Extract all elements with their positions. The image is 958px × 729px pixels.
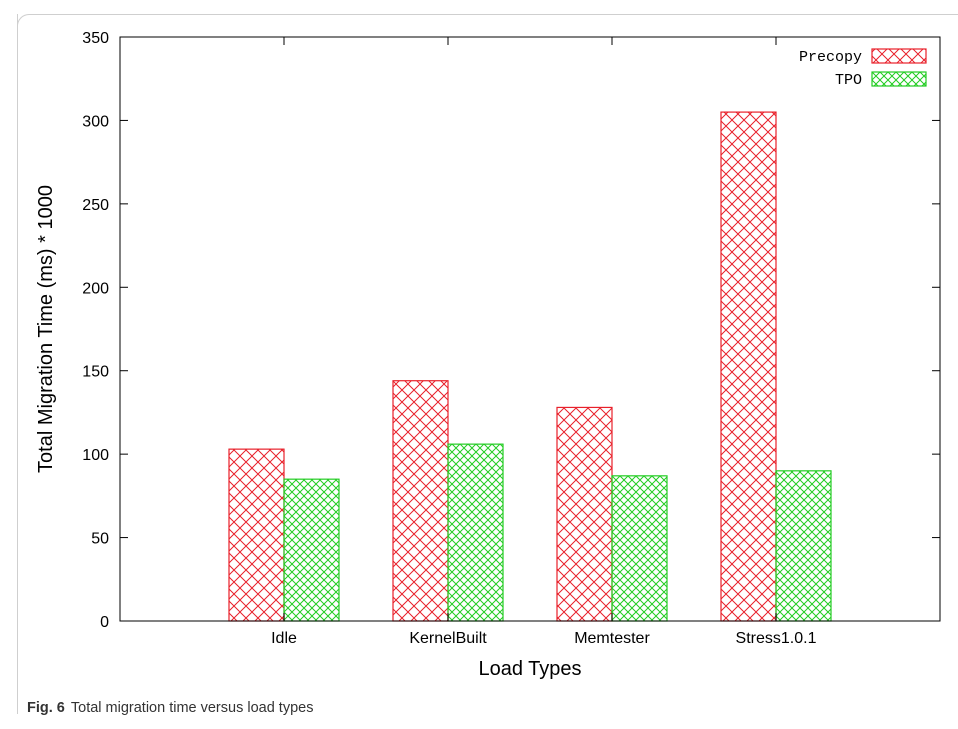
bar-precopy-memtester bbox=[556, 406, 613, 622]
figure-frame-left bbox=[17, 14, 18, 714]
bar-precopy-idle bbox=[228, 448, 285, 622]
legend-label: TPO bbox=[835, 72, 862, 89]
y-tick-label: 300 bbox=[82, 113, 109, 130]
x-tick-label: Stress1.0.1 bbox=[736, 630, 817, 647]
x-tick-label: Memtester bbox=[574, 630, 650, 647]
bar-precopy-kernelbuilt bbox=[392, 380, 449, 622]
figure-caption-text: Total migration time versus load types bbox=[70, 700, 314, 716]
bar-tpo-memtester bbox=[611, 475, 668, 622]
x-axis-label: Load Types bbox=[478, 658, 581, 680]
plot-area-frame bbox=[119, 36, 941, 622]
y-axis-ticks: 0 50 100 150 200 250 300 350 bbox=[82, 30, 940, 631]
x-tick-label: KernelBuilt bbox=[409, 630, 487, 647]
legend-label: Precopy bbox=[799, 49, 862, 66]
y-tick-label: 50 bbox=[91, 531, 109, 548]
y-axis-label: Total Migration Time (ms) * 1000 bbox=[35, 185, 57, 473]
bar-tpo-kernelbuilt bbox=[447, 443, 504, 622]
figure-frame-top bbox=[30, 14, 958, 15]
legend: Precopy TPO bbox=[799, 48, 927, 89]
x-axis-ticks: Idle KernelBuilt Memtester Stress1.0.1 bbox=[271, 37, 817, 647]
y-tick-label: 250 bbox=[82, 197, 109, 214]
y-tick-label: 0 bbox=[100, 614, 109, 631]
y-tick-label: 150 bbox=[82, 364, 109, 381]
legend-swatch-tpo bbox=[871, 71, 927, 87]
y-tick-label: 100 bbox=[82, 447, 109, 464]
figure-frame-corner bbox=[17, 14, 32, 29]
bar-tpo-stress1.0.1 bbox=[775, 470, 832, 622]
x-tick-label: Idle bbox=[271, 630, 297, 647]
bar-precopy-stress1.0.1 bbox=[720, 111, 777, 622]
y-tick-label: 350 bbox=[82, 30, 109, 47]
figure-number: Fig. 6 bbox=[27, 700, 65, 716]
bars-group bbox=[228, 111, 832, 622]
bar-tpo-idle bbox=[283, 478, 340, 622]
legend-swatch-precopy bbox=[871, 48, 927, 64]
figure-caption: Fig. 6 Total migration time versus load t… bbox=[27, 700, 313, 716]
y-tick-label: 200 bbox=[82, 280, 109, 297]
